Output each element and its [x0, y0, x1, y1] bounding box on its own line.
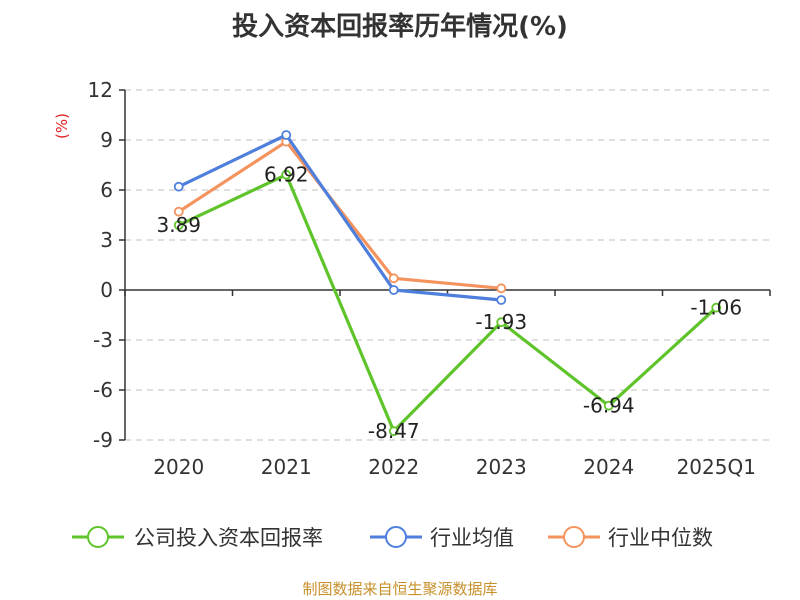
- data-label: 6.92: [264, 163, 309, 187]
- y-tick-label: -9: [93, 428, 113, 452]
- x-tick-label: 2021: [261, 455, 312, 479]
- chart-title: 投入资本回报率历年情况(%): [232, 12, 568, 42]
- data-point-industry_avg: [281, 130, 292, 140]
- y-tick-label: 0: [100, 278, 113, 302]
- series-lines: [173, 130, 722, 437]
- data-point-company: [173, 220, 184, 231]
- legend-item-company[interactable]: 公司投入资本回报率: [72, 526, 323, 550]
- series-line-company: [178, 173, 718, 433]
- data-label: -6.94: [583, 394, 635, 418]
- x-tick-label: 2022: [368, 455, 419, 479]
- data-point-industry_median: [496, 283, 507, 294]
- data-point-company: [388, 426, 399, 437]
- legend-marker-icon: [87, 526, 109, 548]
- data-label: 3.89: [156, 213, 201, 237]
- data-point-industry_avg: [496, 295, 507, 305]
- y-axis-unit: (%): [53, 113, 71, 139]
- y-tick-label: 12: [88, 78, 113, 102]
- y-tick-label: -6: [93, 378, 113, 402]
- legend-item-industry_median[interactable]: 行业中位数: [548, 526, 713, 550]
- legend-item-industry_avg[interactable]: 行业均值: [370, 526, 514, 550]
- data-point-company: [711, 302, 722, 313]
- x-tick-label: 2023: [476, 455, 527, 479]
- series-line-industry_avg: [178, 133, 502, 302]
- x-tick-label: 2020: [153, 455, 204, 479]
- data-point-industry_avg: [173, 181, 184, 192]
- data-point-industry_avg: [388, 285, 399, 295]
- legend[interactable]: 公司投入资本回报率 行业均值 行业中位数: [72, 526, 713, 550]
- x-tick-label: 2025Q1: [677, 455, 756, 479]
- data-label: -8.47: [368, 419, 420, 443]
- data-label: -1.93: [475, 310, 527, 334]
- y-tick-label: -3: [93, 328, 113, 352]
- data-point-company: [281, 169, 292, 180]
- legend-marker-icon: [563, 526, 585, 548]
- y-tick-label: 6: [100, 178, 113, 202]
- x-tick-label: 2024: [583, 455, 634, 479]
- data-label: -1.06: [690, 296, 742, 320]
- y-tick-label: 3: [100, 228, 113, 252]
- grid-lines: [125, 89, 770, 441]
- legend-label: 行业均值: [430, 526, 514, 550]
- source-note: 制图数据来自恒生聚源数据库: [302, 580, 498, 598]
- legend-label: 公司投入资本回报率: [134, 526, 323, 550]
- data-point-company: [496, 317, 507, 328]
- axes: 12 9 6 3 0 -3 -6 -9 (%) 2020 2021 2022 2023 2024 2025Q…: [53, 78, 771, 479]
- data-point-industry_median: [388, 273, 399, 284]
- y-tick-label: 9: [100, 128, 113, 152]
- data-labels: 3.89 6.92 -8.47 -1.93 -6.94 -1.06: [156, 163, 742, 443]
- data-point-company: [603, 400, 614, 411]
- legend-label: 行业中位数: [608, 526, 713, 550]
- data-point-industry_median: [173, 206, 184, 217]
- legend-marker-icon: [385, 526, 407, 548]
